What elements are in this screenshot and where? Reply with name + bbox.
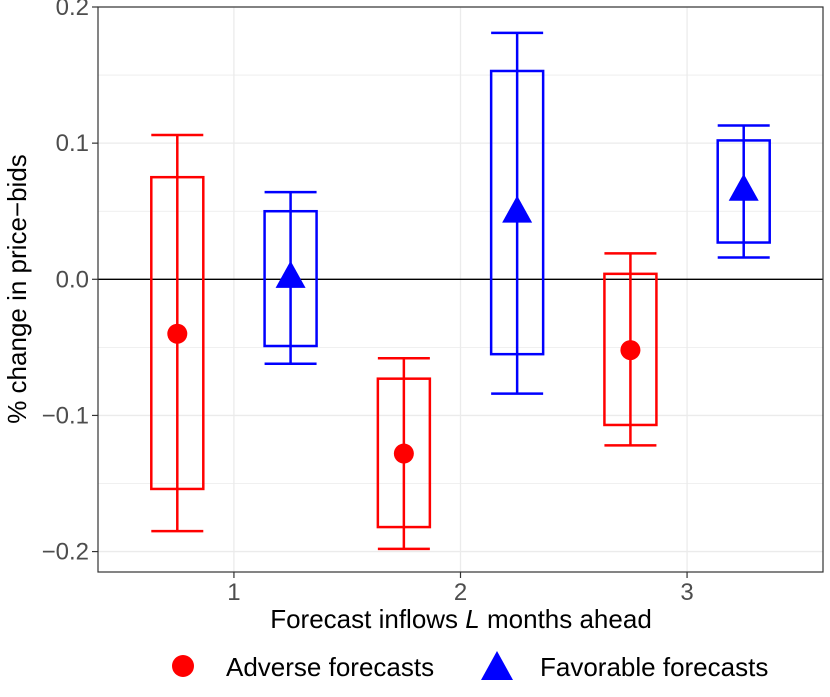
adverse-interval-box — [376, 377, 432, 529]
adverse-interval-box — [603, 272, 658, 427]
legend: Adverse forecasts Favorable forecasts — [172, 651, 768, 682]
y-tick-label: 0.1 — [56, 130, 89, 157]
grid — [98, 6, 823, 572]
x-tick-label: 2 — [454, 579, 467, 606]
y-tick-label: 0.2 — [56, 0, 89, 21]
x-tick-label: 1 — [227, 579, 240, 606]
chart-marks — [150, 31, 771, 551]
x-axis-title: Forecast inflows L months ahead — [270, 604, 652, 634]
x-tick-label: 3 — [680, 579, 693, 606]
favorable-point-estimate — [728, 173, 759, 201]
x-axis-title-italic: L — [465, 604, 479, 634]
legend-label-adverse: Adverse forecasts — [226, 652, 434, 682]
favorable-point-estimate — [275, 260, 306, 288]
legend-label-favorable: Favorable forecasts — [540, 652, 768, 682]
favorable-interval-box — [263, 209, 318, 348]
adverse-point-estimate — [393, 443, 414, 464]
x-axis-title-suffix: months ahead — [480, 604, 652, 634]
y-axis-title: % change in price−bids — [2, 154, 32, 424]
y-tick-label: −0.2 — [42, 539, 89, 566]
y-tick-label: −0.1 — [42, 402, 89, 429]
y-tick-label: 0.0 — [56, 266, 89, 293]
legend-adverse-circle-icon — [172, 655, 194, 677]
x-axis-ticks: 1 2 3 — [227, 572, 694, 606]
y-axis-ticks: −0.2 −0.1 0.0 0.1 0.2 — [42, 0, 98, 566]
favorable-interval-box — [716, 139, 771, 244]
x-axis-title-prefix: Forecast inflows — [270, 604, 465, 634]
adverse-point-estimate — [167, 323, 188, 344]
adverse-interval-box — [150, 175, 205, 491]
favorable-interval-box — [489, 69, 545, 356]
favorable-point-estimate — [502, 195, 533, 223]
adverse-point-estimate — [620, 340, 641, 361]
legend-favorable-triangle-icon — [481, 651, 513, 680]
